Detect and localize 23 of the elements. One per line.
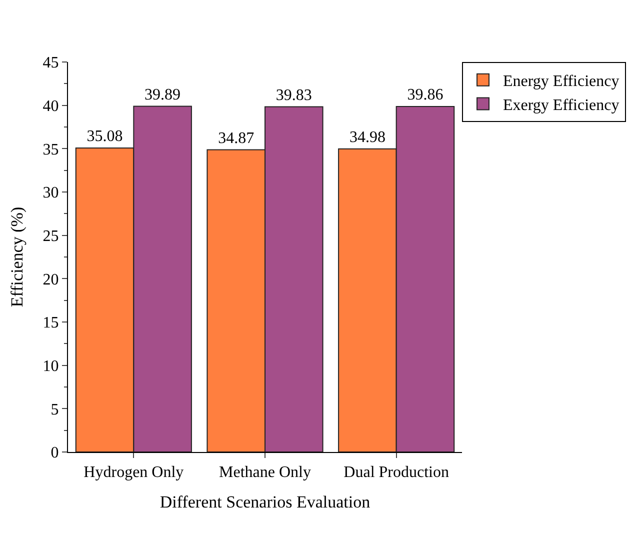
data-label: 34.98 [349, 128, 386, 146]
x-axis-title: Different Scenarios Evaluation [160, 492, 371, 512]
data-label: 39.83 [276, 86, 312, 104]
y-tick-label: 15 [42, 314, 59, 332]
y-tick-label: 0 [50, 444, 59, 462]
y-tick-label: 45 [42, 54, 59, 72]
y-tick-label: 35 [42, 141, 59, 158]
x-tick-label: Dual Production [344, 464, 449, 482]
y-tick-label: 25 [42, 228, 59, 245]
x-tick-label: Methane Only [219, 464, 311, 482]
y-tick-label: 40 [42, 98, 59, 115]
legend-label: Energy Efficiency [503, 73, 620, 90]
x-tick-label: Hydrogen Only [84, 464, 184, 482]
data-label: 39.89 [144, 86, 181, 104]
y-tick-label: 5 [50, 401, 59, 418]
y-tick-label: 20 [42, 271, 59, 288]
y-axis-title: Efficiency (%) [7, 206, 26, 308]
data-label: 39.86 [407, 86, 444, 104]
legend-label: Exergy Efficiency [503, 96, 620, 114]
y-tick-label: 30 [42, 184, 59, 202]
data-label: 34.87 [218, 130, 254, 147]
data-label: 35.08 [86, 128, 123, 145]
y-tick-label: 10 [42, 358, 59, 375]
